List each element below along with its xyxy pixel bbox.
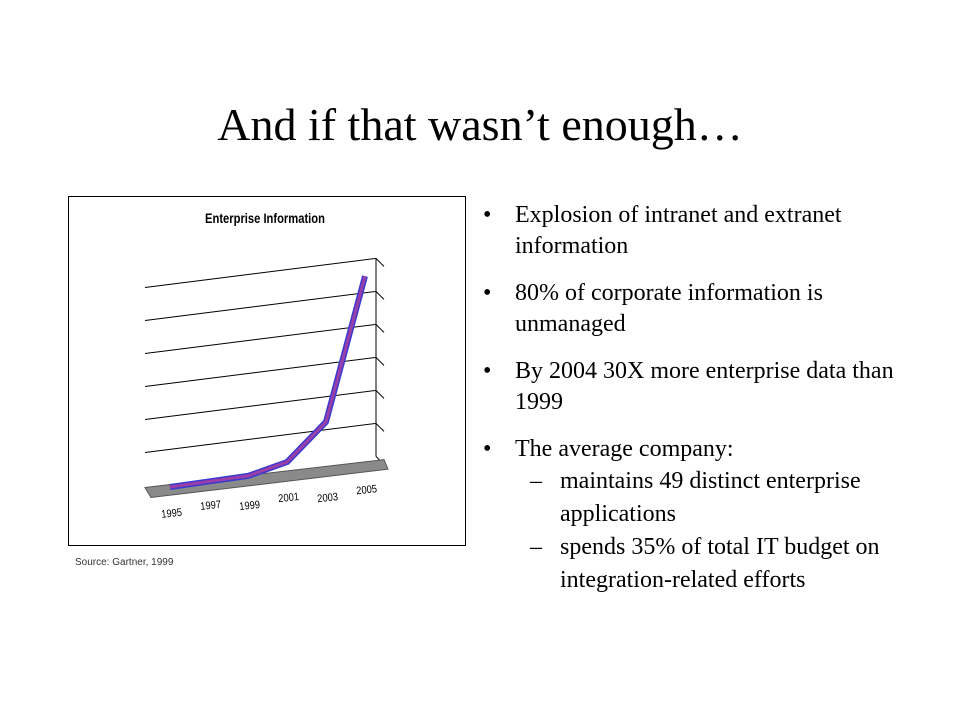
x-tick-label: 2003 xyxy=(317,492,339,506)
grid-line xyxy=(144,356,385,387)
bullet: The average company: xyxy=(483,434,913,465)
grid-line xyxy=(144,422,385,453)
sub-bullet: spends 35% of total IT budget on integra… xyxy=(483,531,913,597)
grid-line xyxy=(144,257,385,288)
grid-line xyxy=(144,323,385,354)
bullet: Explosion of intranet and extranet infor… xyxy=(483,200,913,262)
x-tick-label: 2001 xyxy=(278,491,300,505)
grid-line xyxy=(144,389,385,420)
x-tick-label: 1999 xyxy=(239,499,261,513)
sub-bullet: maintains 49 distinct enterprise applica… xyxy=(483,465,913,531)
bullet-list: Explosion of intranet and extranet infor… xyxy=(483,200,913,597)
line xyxy=(169,275,367,489)
bullet: By 2004 30X more enterprise data than 19… xyxy=(483,356,913,418)
chart-title: Enterprise Information xyxy=(205,211,325,226)
bullet: 80% of corporate information is unmanage… xyxy=(483,278,913,340)
chart-frame xyxy=(68,196,466,546)
chart: Enterprise Information 1995 1997 1999 2001 2… xyxy=(144,211,389,521)
slide-title: And if that wasn’t enough… xyxy=(217,99,743,150)
x-tick-label: 2005 xyxy=(356,484,378,498)
source-note: Source: Gartner, 1999 xyxy=(75,557,174,568)
grid-line xyxy=(144,290,385,321)
floor xyxy=(144,459,389,499)
x-tick-label: 1997 xyxy=(200,499,222,513)
x-tick-label: 1995 xyxy=(161,507,183,521)
